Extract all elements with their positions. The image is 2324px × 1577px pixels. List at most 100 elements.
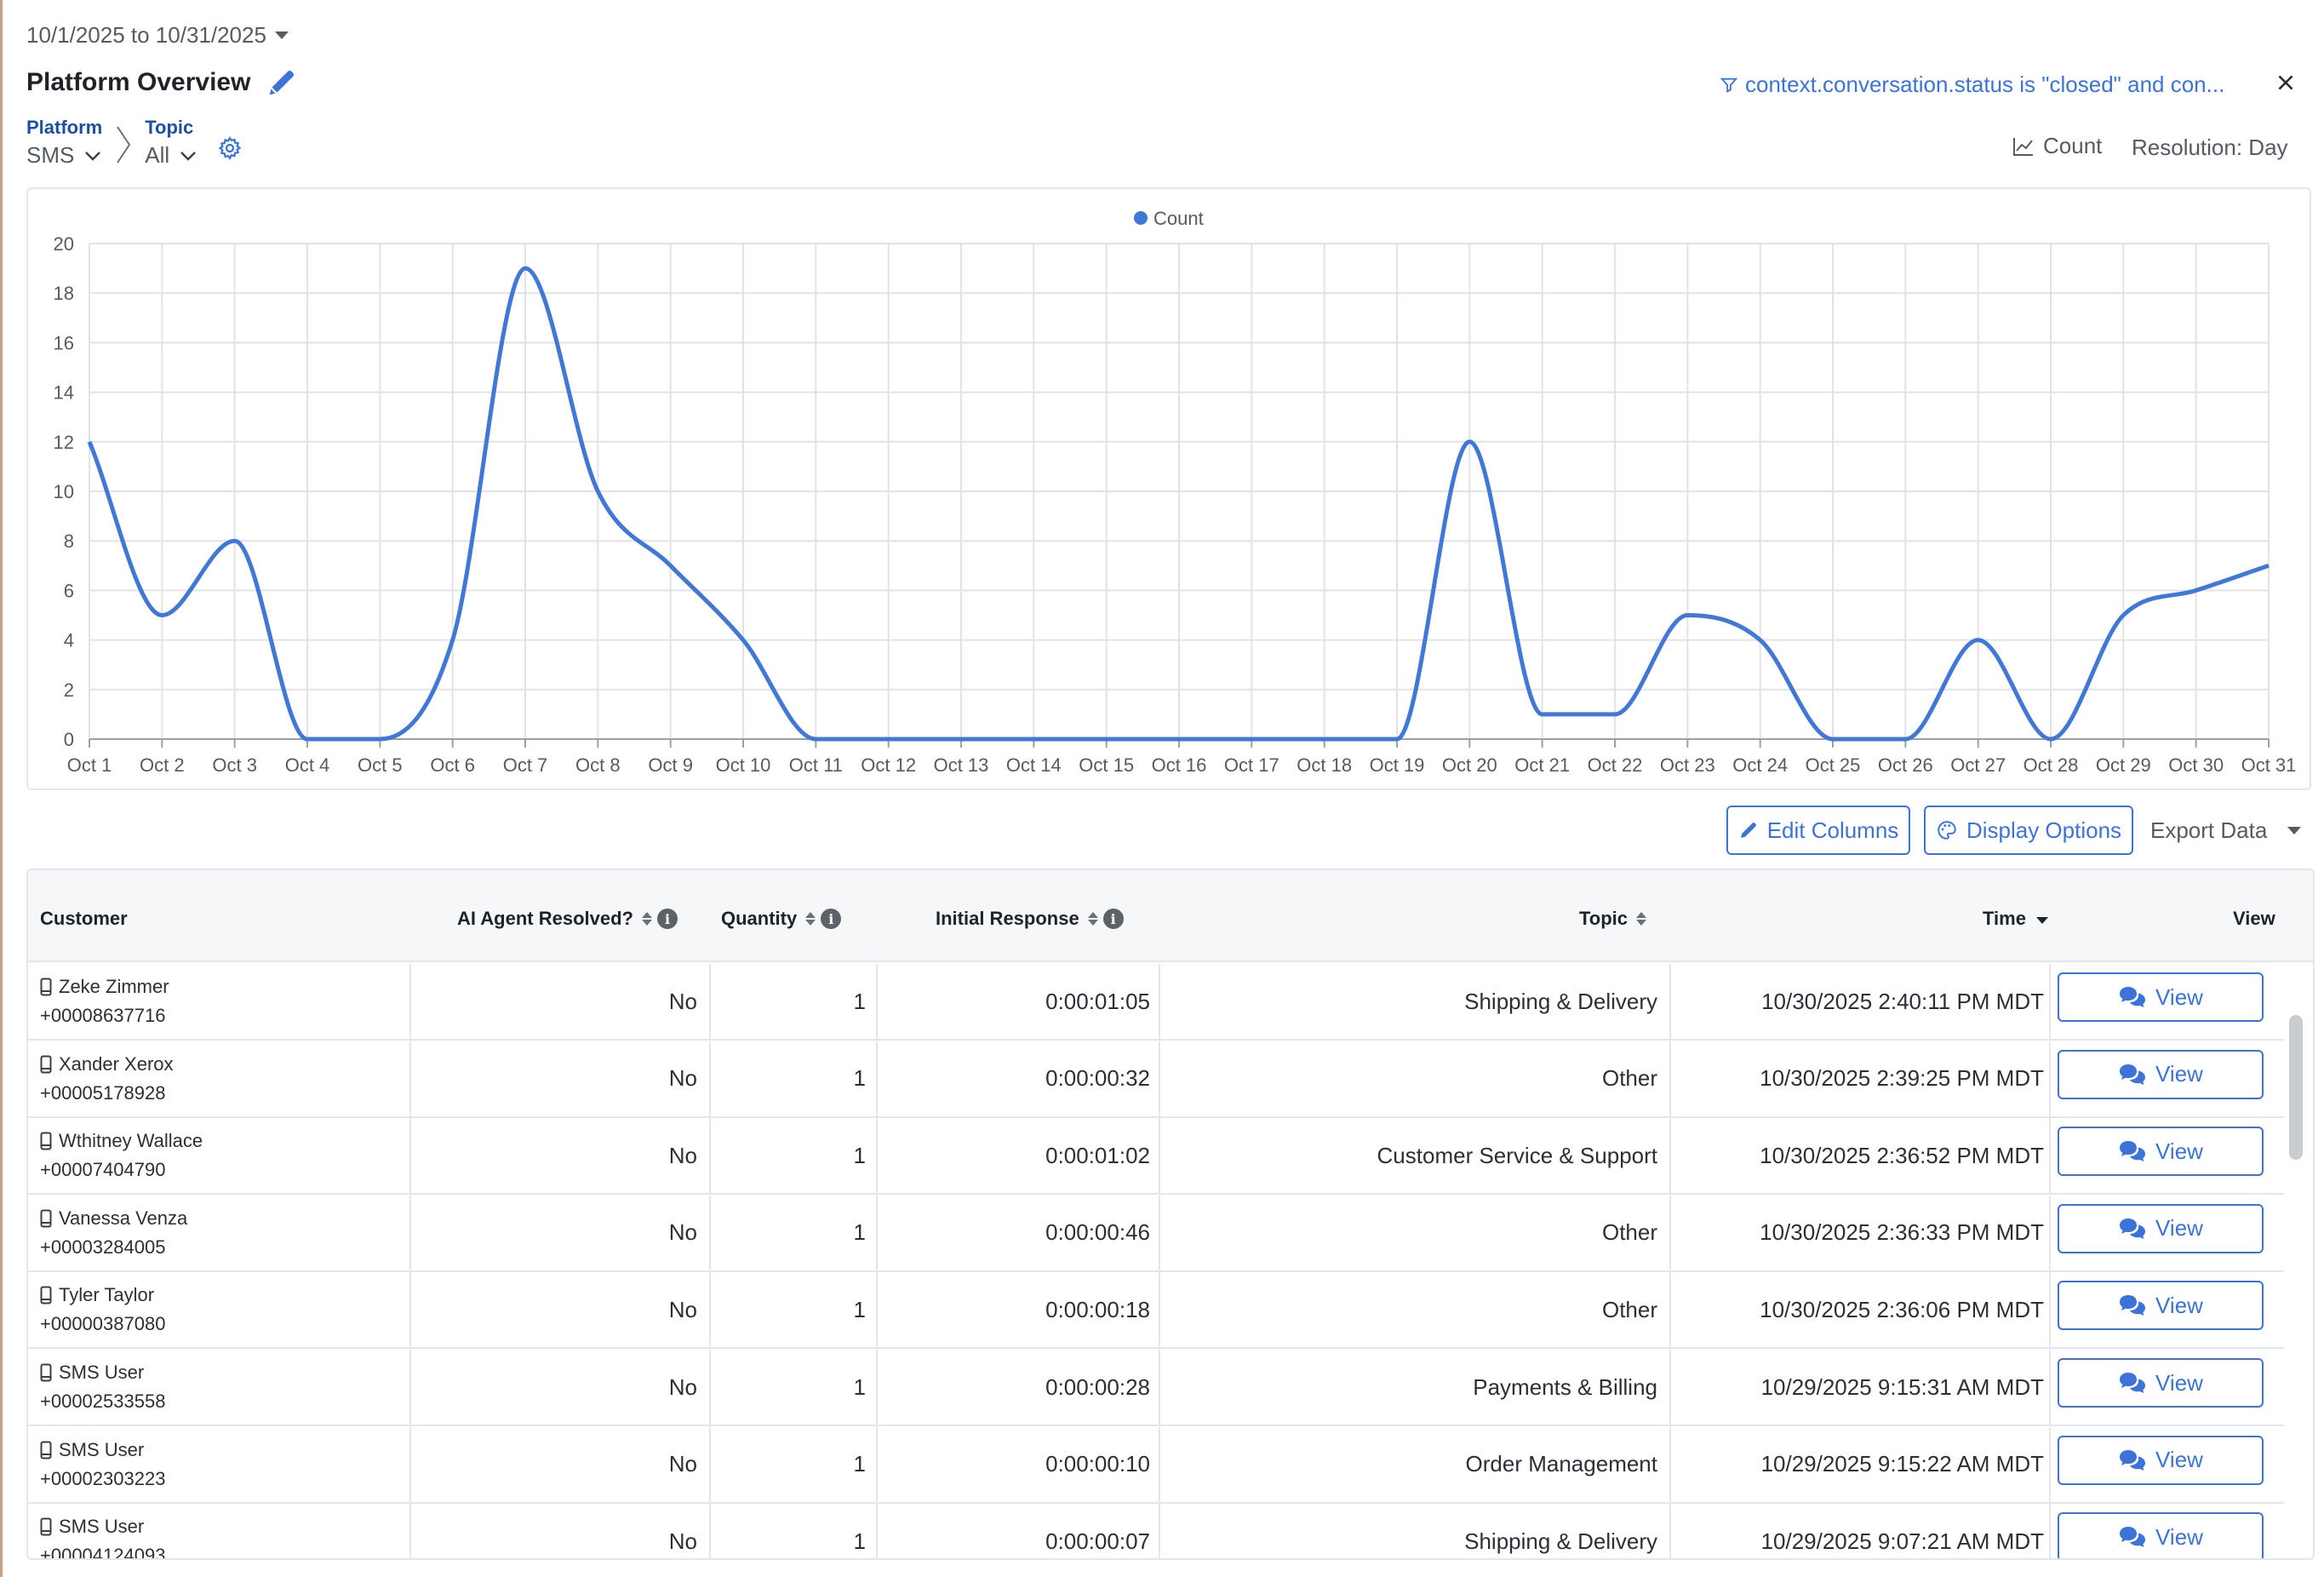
breadcrumb-topic[interactable]: Topic All — [145, 117, 197, 169]
filter-text: context.conversation.status is "closed" … — [1745, 72, 2225, 97]
time-value: 10/30/2025 2:36:33 PM MDT — [1760, 1219, 2044, 1246]
customer-cell: Xander Xerox +00005178928 — [40, 1053, 174, 1104]
initial-response-value: 0:00:01:02 — [1045, 1142, 1150, 1168]
view-conversation-button[interactable]: View — [2058, 1435, 2264, 1485]
window-edge — [0, 0, 3, 1577]
breadcrumb: Platform SMS Topic All — [26, 117, 243, 169]
column-header-topic[interactable]: Topic — [1579, 908, 1647, 930]
quantity-value: 1 — [853, 1296, 866, 1322]
column-divider — [2049, 1118, 2051, 1194]
ai-resolved-value: No — [668, 1296, 697, 1322]
table-scrollbar[interactable] — [2289, 1015, 2303, 1160]
column-divider — [1669, 1118, 1671, 1194]
initial-response-value: 0:00:00:10 — [1045, 1451, 1150, 1477]
quantity-value: 1 — [853, 988, 866, 1014]
topic-value: All — [145, 142, 170, 168]
column-divider — [709, 1504, 711, 1558]
x-tick-label: Oct 25 — [1806, 754, 1861, 776]
view-conversation-button[interactable]: View — [2058, 972, 2264, 1022]
legend-label: Count — [1153, 208, 1204, 229]
column-divider — [2049, 1272, 2051, 1348]
y-tick-label: 10 — [54, 481, 74, 502]
column-header-initial-response[interactable]: Initial Response i — [936, 908, 1124, 930]
chat-bubbles-icon — [2120, 1064, 2146, 1085]
customer-cell: Tyler Taylor +00000387080 — [40, 1284, 165, 1335]
export-data-dropdown[interactable]: Export Data — [2150, 817, 2302, 844]
active-filter-link[interactable]: context.conversation.status is "closed" … — [1720, 72, 2224, 98]
column-divider — [1669, 964, 1671, 1039]
column-divider — [1159, 1195, 1160, 1270]
view-conversation-button[interactable]: View — [2058, 1127, 2264, 1177]
column-divider — [876, 1504, 878, 1558]
view-button-label: View — [2155, 1215, 2203, 1242]
view-conversation-button[interactable]: View — [2058, 1203, 2264, 1253]
view-conversation-button[interactable]: View — [2058, 1358, 2264, 1408]
sort-icon — [642, 912, 652, 926]
column-divider — [1159, 1272, 1160, 1348]
ai-resolved-value: No — [668, 1065, 697, 1092]
info-icon[interactable]: i — [1102, 909, 1124, 929]
table-row: Tyler Taylor +00000387080 No 1 0:00:00:1… — [28, 1272, 2284, 1350]
mobile-phone-icon — [40, 1363, 52, 1382]
y-tick-label: 4 — [64, 630, 74, 651]
sort-icon — [805, 912, 816, 926]
column-divider — [876, 1272, 878, 1348]
customer-cell: Vanessa Venza +00003284005 — [40, 1207, 187, 1259]
customer-cell: SMS User +00002533558 — [40, 1362, 165, 1413]
chat-bubbles-icon — [2120, 1295, 2146, 1316]
topic-value: Shipping & Delivery — [1464, 1528, 1657, 1554]
caret-down-icon — [274, 32, 289, 39]
gear-icon[interactable] — [217, 135, 243, 161]
chevron-down-icon — [85, 151, 101, 161]
x-tick-label: Oct 10 — [716, 754, 771, 776]
edit-columns-button[interactable]: Edit Columns — [1726, 806, 1910, 855]
view-button-label: View — [2155, 1292, 2203, 1318]
view-conversation-button[interactable]: View — [2058, 1512, 2264, 1558]
column-header-ai-resolved[interactable]: AI Agent Resolved? i — [457, 908, 678, 930]
column-divider — [2049, 1504, 2051, 1558]
column-divider — [709, 964, 711, 1039]
metric-selector[interactable]: Count — [2012, 133, 2102, 159]
table-row: Zeke Zimmer +00008637716 No 1 0:00:01:05… — [28, 964, 2284, 1041]
display-options-label: Display Options — [1966, 817, 2122, 843]
customer-cell: SMS User +00002303223 — [40, 1439, 165, 1490]
column-divider — [876, 1350, 878, 1425]
info-icon[interactable]: i — [657, 909, 678, 929]
x-tick-label: Oct 17 — [1224, 754, 1279, 776]
info-icon[interactable]: i — [821, 909, 842, 929]
x-tick-label: Oct 30 — [2168, 754, 2224, 776]
sort-icon — [1087, 912, 1098, 926]
customer-phone: +00003284005 — [40, 1236, 166, 1258]
column-divider — [1159, 964, 1160, 1039]
sort-descending-icon — [2035, 917, 2048, 924]
resolution-selector[interactable]: Resolution: Day — [2132, 135, 2288, 160]
platform-label: Platform — [26, 117, 103, 138]
column-divider — [1669, 1350, 1671, 1425]
initial-response-value: 0:00:00:18 — [1045, 1296, 1150, 1322]
customer-cell: Zeke Zimmer +00008637716 — [40, 976, 169, 1027]
close-icon[interactable] — [2275, 72, 2297, 94]
breadcrumb-platform[interactable]: Platform SMS — [26, 117, 102, 169]
view-conversation-button[interactable]: View — [2058, 1281, 2264, 1331]
date-range-selector[interactable]: 10/1/2025 to 10/31/2025 — [26, 22, 289, 49]
view-conversation-button[interactable]: View — [2058, 1049, 2264, 1099]
pencil-edit-icon[interactable] — [266, 66, 298, 99]
column-header-quantity[interactable]: Quantity i — [721, 908, 842, 930]
platform-value: SMS — [26, 142, 75, 168]
column-divider — [2049, 1350, 2051, 1425]
topic-value: Order Management — [1465, 1451, 1657, 1477]
x-tick-label: Oct 29 — [2096, 754, 2151, 776]
display-options-button[interactable]: Display Options — [1924, 806, 2133, 855]
customer-phone: +00000387080 — [40, 1313, 166, 1335]
column-header-time[interactable]: Time — [1983, 908, 2048, 930]
customer-phone: +00004124093 — [40, 1545, 166, 1560]
x-tick-label: Oct 14 — [1006, 754, 1062, 776]
column-divider — [409, 1504, 411, 1558]
customer-name: Tyler Taylor — [59, 1284, 155, 1306]
column-divider — [1159, 1350, 1160, 1425]
chat-bubbles-icon — [2120, 1373, 2146, 1393]
y-tick-label: 2 — [64, 680, 74, 701]
customer-phone: +00002533558 — [40, 1391, 166, 1412]
chevron-down-icon — [180, 151, 197, 161]
column-divider — [876, 1426, 878, 1502]
